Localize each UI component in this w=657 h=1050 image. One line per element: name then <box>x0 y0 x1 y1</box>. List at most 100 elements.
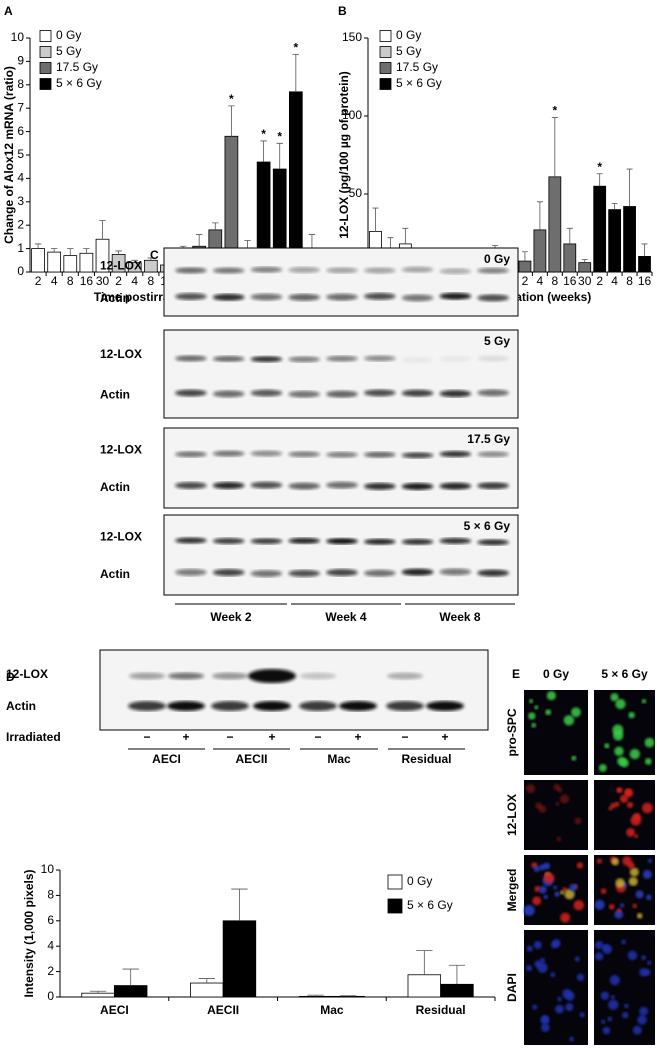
y-tick-label: 0 <box>47 989 54 1003</box>
cell <box>612 724 624 736</box>
band <box>439 355 472 362</box>
band <box>363 482 396 490</box>
x-tick-label: AECII <box>207 1003 239 1017</box>
cell <box>611 857 620 866</box>
cell <box>576 973 585 982</box>
band <box>363 569 396 577</box>
band <box>401 266 434 273</box>
x-tick-label: 4 <box>131 274 138 288</box>
row-label: Actin <box>100 388 130 402</box>
cell <box>543 894 548 900</box>
x-tick-label: 8 <box>551 274 558 288</box>
group-label: Residual <box>401 752 451 766</box>
bar <box>288 91 303 273</box>
bar <box>47 251 62 273</box>
cell <box>557 787 563 793</box>
significance-mark: * <box>229 92 234 106</box>
cell <box>614 909 624 919</box>
column-label: 0 Gy <box>543 667 569 681</box>
cell <box>571 755 577 761</box>
panel-letter: A <box>4 4 13 18</box>
cell <box>594 899 605 910</box>
band <box>386 701 424 711</box>
band <box>250 266 283 273</box>
cell <box>528 699 534 704</box>
band <box>212 538 245 545</box>
bar <box>440 983 474 998</box>
cell <box>533 940 542 950</box>
y-tick-label: 6 <box>47 913 54 927</box>
legend-label: 5 × 6 Gy <box>407 898 453 912</box>
band <box>363 451 396 458</box>
band <box>288 537 321 544</box>
cell <box>628 876 638 887</box>
cell <box>528 712 536 720</box>
cell <box>635 890 644 899</box>
cell <box>574 817 582 825</box>
cell <box>525 784 536 794</box>
error-bar <box>641 243 648 257</box>
band <box>477 267 509 274</box>
band <box>401 482 434 490</box>
band <box>363 355 396 362</box>
band <box>326 538 358 545</box>
legend-swatch <box>379 78 392 90</box>
band <box>439 292 472 300</box>
x-tick-label: AECI <box>100 1003 129 1017</box>
error-bar <box>50 248 58 253</box>
cell <box>554 891 560 897</box>
bar <box>81 992 115 998</box>
band <box>288 482 321 490</box>
band <box>477 482 509 490</box>
cell <box>646 960 652 965</box>
band <box>168 672 204 680</box>
legend-label: 17.5 Gy <box>56 60 98 74</box>
cell <box>559 890 565 895</box>
cell <box>626 801 634 809</box>
row-label: Merged <box>505 869 519 912</box>
legend-swatch <box>379 46 392 58</box>
band <box>363 292 396 300</box>
x-tick-label: 2 <box>596 274 603 288</box>
cell <box>642 869 652 879</box>
cell <box>602 944 608 950</box>
legend-swatch <box>387 874 403 890</box>
x-tick-label: 16 <box>80 274 94 288</box>
band <box>439 482 472 490</box>
error-bar <box>147 257 155 261</box>
band <box>175 568 207 576</box>
band <box>175 293 207 301</box>
cell <box>644 737 655 748</box>
band <box>250 538 283 545</box>
band <box>167 701 205 711</box>
y-tick-label: 100 <box>342 108 362 122</box>
error-bar <box>596 173 603 187</box>
micrograph <box>594 780 655 850</box>
band <box>401 538 434 545</box>
bar <box>63 255 78 273</box>
band <box>477 569 509 577</box>
x-tick-label: 2 <box>35 274 42 288</box>
dose-label: 17.5 Gy <box>467 432 510 446</box>
legend-swatch <box>39 46 52 58</box>
band <box>477 294 509 302</box>
bar <box>563 243 577 273</box>
significance-mark: * <box>553 104 558 118</box>
cell <box>539 957 546 964</box>
blot <box>163 247 519 317</box>
group-label: Mac <box>327 752 351 766</box>
band <box>363 538 396 545</box>
panel-letter: E <box>512 667 520 681</box>
band <box>212 390 245 398</box>
x-tick-label: 30 <box>96 274 110 288</box>
cell <box>560 912 571 923</box>
cell <box>569 883 577 892</box>
x-tick-label: 4 <box>537 274 544 288</box>
y-axis-label: Change of Alox12 mRNA (ratio) <box>2 66 16 244</box>
band <box>401 452 434 459</box>
error-bar <box>308 234 316 249</box>
band <box>175 267 207 274</box>
cell <box>646 894 652 901</box>
blot <box>99 649 489 731</box>
y-tick-label: 8 <box>47 888 54 902</box>
